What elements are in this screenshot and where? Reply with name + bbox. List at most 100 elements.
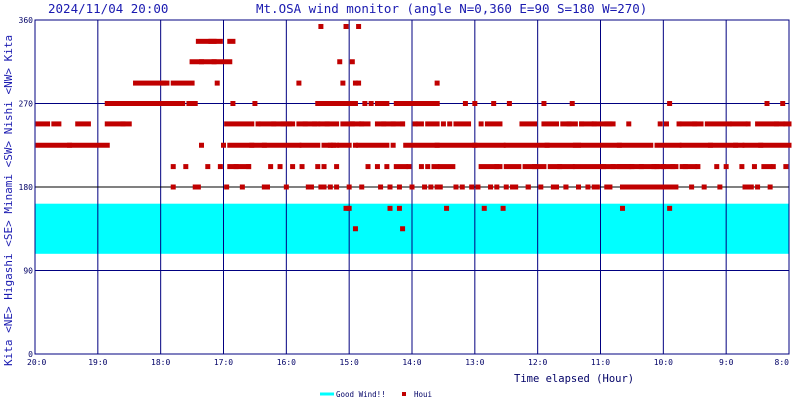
houi-run — [742, 184, 754, 190]
houi-point — [192, 184, 198, 190]
houi-point — [239, 184, 245, 190]
houi-point — [695, 164, 701, 170]
houi-point — [739, 164, 745, 170]
x-tick-label: 18:0 — [151, 358, 170, 367]
houi-point — [585, 184, 591, 190]
houi-point — [170, 164, 176, 170]
houi-point — [437, 184, 443, 190]
houi-point — [660, 164, 666, 170]
houi-run — [619, 184, 638, 190]
houi-point — [723, 164, 729, 170]
houi-run — [227, 142, 255, 148]
y-axis-label-text: Kita <NE> Higashi <SE> Minami <SW> Nishi… — [2, 35, 15, 366]
houi-point — [340, 80, 346, 86]
houi-point — [434, 101, 440, 106]
houi-point — [252, 101, 258, 106]
houi-point — [327, 184, 333, 190]
houi-point — [657, 121, 663, 127]
houi-point — [510, 184, 516, 190]
houi-point — [638, 184, 644, 190]
houi-run — [299, 142, 321, 148]
houi-point — [305, 184, 311, 190]
houi-run — [75, 121, 91, 127]
houi-point — [321, 164, 327, 170]
houi-point — [764, 101, 770, 106]
houi-point — [409, 184, 415, 190]
y-tick-label: 0 — [28, 350, 33, 359]
houi-point — [554, 184, 560, 190]
houi-point — [481, 205, 487, 211]
houi-point — [264, 184, 270, 190]
houi-point — [321, 184, 327, 190]
houi-point — [352, 226, 358, 232]
houi-point — [412, 121, 418, 127]
houi-point — [500, 205, 506, 211]
houi-point — [453, 184, 459, 190]
legend-houi-swatch — [402, 392, 406, 396]
houi-run — [679, 121, 704, 127]
houi-run — [519, 121, 538, 127]
houi-point — [447, 121, 453, 127]
houi-run — [773, 121, 786, 127]
y-tick-label: 90 — [23, 267, 33, 276]
x-tick-label: 15:0 — [340, 358, 359, 367]
x-tick-label: 11:0 — [591, 358, 610, 367]
houi-run — [133, 80, 170, 86]
x-tick-label: 9:0 — [719, 358, 734, 367]
houi-point — [591, 184, 597, 190]
houi-point — [494, 164, 500, 170]
houi-point — [400, 121, 406, 127]
houi-run — [453, 121, 472, 127]
houi-point — [356, 80, 362, 86]
houi-run — [189, 59, 205, 65]
houi-point — [566, 121, 572, 127]
houi-point — [352, 142, 358, 148]
houi-point — [601, 164, 607, 170]
houi-point — [434, 80, 440, 86]
houi-point — [629, 164, 635, 170]
houi-run — [393, 164, 409, 170]
houi-point — [255, 121, 261, 127]
houi-point — [224, 184, 230, 190]
houi-run — [296, 121, 321, 127]
houi-run — [544, 142, 582, 148]
houi-run — [478, 164, 503, 170]
houi-point — [619, 184, 625, 190]
houi-run — [258, 121, 277, 127]
houi-run — [641, 184, 660, 190]
houi-point — [591, 121, 597, 127]
houi-run — [35, 121, 51, 127]
houi-point — [318, 184, 324, 190]
houi-run — [403, 142, 440, 148]
houi-point — [475, 184, 481, 190]
x-tick-label: 12:0 — [528, 358, 547, 367]
chart-title: Mt.OSA wind monitor (angle N=0,360 E=90 … — [256, 1, 647, 16]
houi-point — [374, 164, 380, 170]
houi-point — [67, 142, 73, 148]
y-tick-label: 270 — [19, 100, 34, 109]
houi-point — [607, 184, 613, 190]
houi-run — [472, 142, 506, 148]
houi-point — [469, 184, 475, 190]
y-tick-label: 360 — [19, 16, 34, 25]
x-tick-label: 17:0 — [214, 358, 233, 367]
houi-run — [503, 164, 522, 170]
houi-point — [569, 101, 575, 106]
houi-point — [434, 184, 440, 190]
houi-run — [393, 101, 409, 106]
houi-point — [261, 184, 267, 190]
houi-point — [579, 121, 585, 127]
chart-datetime: 2024/11/04 20:00 — [48, 1, 168, 16]
houi-point — [286, 121, 292, 127]
houi-run — [729, 121, 748, 127]
houi-point — [346, 184, 352, 190]
houi-point — [387, 205, 393, 211]
houi-run — [104, 121, 126, 127]
houi-point — [491, 101, 497, 106]
houi-point — [657, 184, 663, 190]
houi-run — [224, 121, 255, 127]
houi-run — [227, 164, 252, 170]
houi-point — [692, 121, 698, 127]
houi-point — [745, 121, 751, 127]
